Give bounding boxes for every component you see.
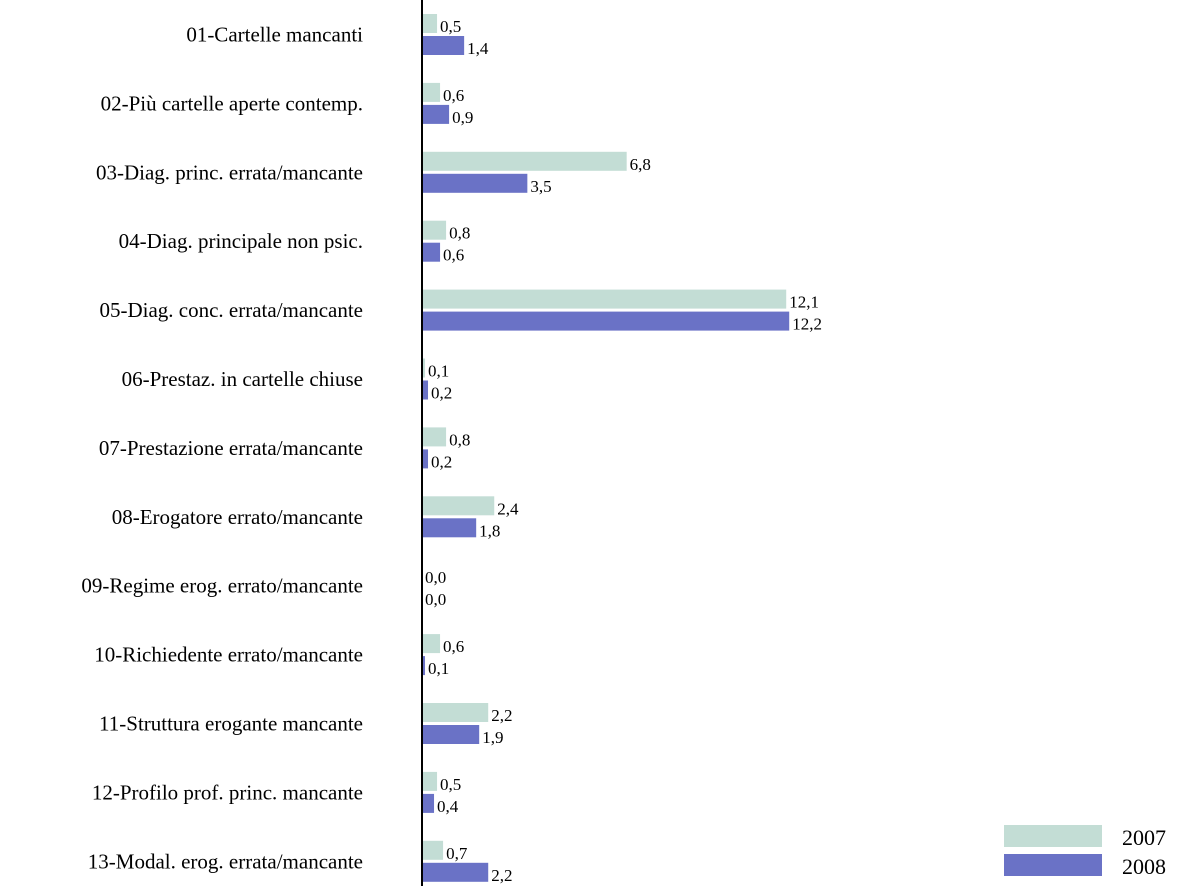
legend-label-2007: 2007 xyxy=(1122,825,1166,850)
data-label-2008: 1,8 xyxy=(479,521,500,540)
data-label-2007: 6,8 xyxy=(630,155,651,174)
data-label-2007: 0,7 xyxy=(446,844,468,863)
bar-2007 xyxy=(422,358,426,378)
category-label: 08-Erogatore errato/mancante xyxy=(112,505,363,529)
bars-group xyxy=(422,14,790,882)
data-label-2007: 0,5 xyxy=(440,775,461,794)
bar-2008 xyxy=(422,862,489,882)
category-label: 04-Diag. principale non psic. xyxy=(119,229,363,253)
bar-2007 xyxy=(422,496,495,516)
data-label-2007: 0,6 xyxy=(443,637,464,656)
category-label: 12-Profilo prof. princ. mancante xyxy=(92,780,363,804)
bar-2007 xyxy=(422,14,438,33)
category-label: 07-Prestazione errata/mancante xyxy=(99,436,363,460)
bar-2008 xyxy=(422,380,429,400)
bar-2007 xyxy=(422,151,627,171)
category-label: 10-Richiedente errato/mancante xyxy=(94,643,363,667)
bar-2008 xyxy=(422,311,790,331)
bar-2008 xyxy=(422,242,441,262)
category-label: 06-Prestaz. in cartelle chiuse xyxy=(122,367,363,391)
data-label-2008: 3,5 xyxy=(530,177,551,196)
data-label-2007: 2,2 xyxy=(491,706,512,725)
bar-2007 xyxy=(422,289,787,309)
data-label-2007: 0,8 xyxy=(449,224,470,243)
bar-2007 xyxy=(422,427,447,447)
data-label-2008: 0,9 xyxy=(452,108,473,127)
bar-2008 xyxy=(422,36,465,55)
legend-swatch-2008 xyxy=(1004,854,1102,876)
data-label-2008: 0,2 xyxy=(431,384,452,403)
labels-group: 01-Cartelle mancanti 0,5 1,4 02-Più cartell… xyxy=(81,17,822,885)
bar-2008 xyxy=(422,104,450,124)
category-label: 01-Cartelle mancanti xyxy=(186,23,363,47)
data-label-2008: 0,1 xyxy=(428,659,449,678)
legend-label-2008: 2008 xyxy=(1122,854,1166,879)
bar-2008 xyxy=(422,173,528,193)
category-label: 03-Diag. princ. errata/mancante xyxy=(96,160,363,184)
category-label: 11-Struttura erogante mancante xyxy=(99,712,363,736)
category-label: 13-Modal. erog. errata/mancante xyxy=(88,849,363,873)
bar-2008 xyxy=(422,656,426,676)
category-label: 02-Più cartelle aperte contemp. xyxy=(101,91,363,115)
data-label-2008: 0,2 xyxy=(431,452,452,471)
bar-2008 xyxy=(422,793,435,813)
bar-2008 xyxy=(422,449,429,469)
bar-2007 xyxy=(422,220,447,240)
data-label-2008: 12,2 xyxy=(792,315,822,334)
data-label-2008: 2,2 xyxy=(491,866,512,885)
data-label-2008: 0,6 xyxy=(443,246,464,265)
bar-2007 xyxy=(422,634,441,654)
legend: 2007 2008 xyxy=(1004,825,1166,879)
bar-2007 xyxy=(422,840,444,860)
data-label-2007: 0,5 xyxy=(440,17,461,36)
bar-2007 xyxy=(422,703,489,722)
data-label-2008: 1,4 xyxy=(467,39,489,58)
bar-2007 xyxy=(422,771,438,791)
bar-2007 xyxy=(422,82,441,102)
data-label-2007: 0,6 xyxy=(443,86,464,105)
data-label-2007: 12,1 xyxy=(789,293,819,312)
data-label-2008: 0,4 xyxy=(437,797,459,816)
data-label-2007: 0,1 xyxy=(428,362,449,381)
data-label-2007: 2,4 xyxy=(497,499,519,518)
bar-2008 xyxy=(422,518,477,538)
category-label: 05-Diag. conc. errata/mancante xyxy=(99,298,363,322)
data-label-2008: 1,9 xyxy=(482,728,503,747)
category-label: 09-Regime erog. errato/mancante xyxy=(81,574,363,598)
data-label-2007: 0,8 xyxy=(449,430,470,449)
legend-swatch-2007 xyxy=(1004,825,1102,847)
bar-2008 xyxy=(422,725,480,744)
data-label-2007: 0,0 xyxy=(425,568,446,587)
data-label-2008: 0,0 xyxy=(425,590,446,609)
